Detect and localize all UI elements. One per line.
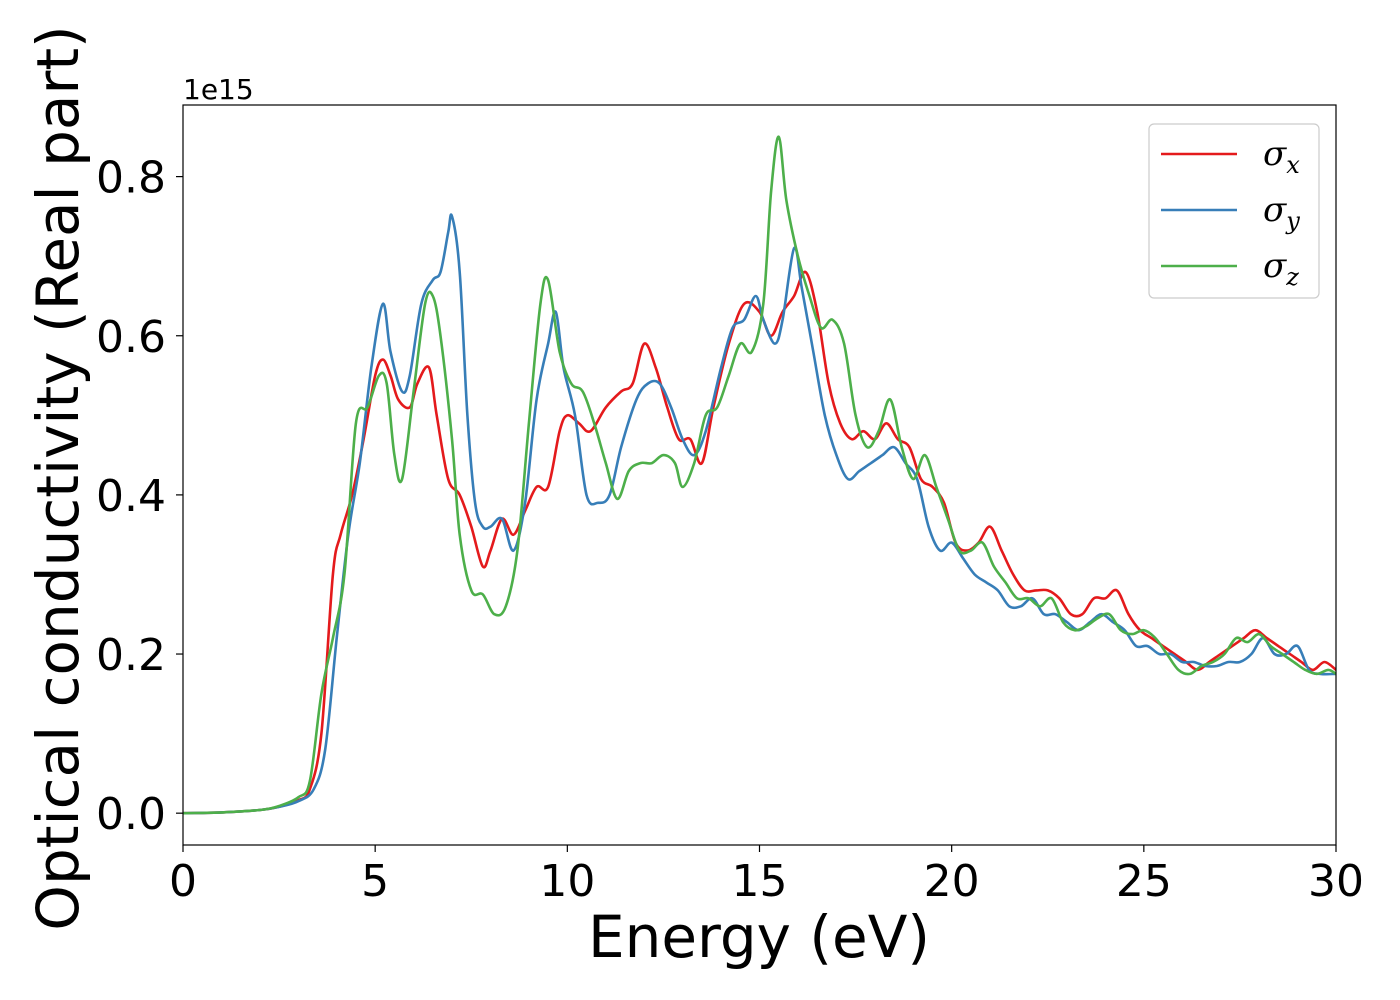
- y-tick-label: 0.6: [96, 312, 166, 363]
- y-tick-label: 0.4: [96, 471, 166, 522]
- y-tick-label: 0.8: [96, 153, 166, 204]
- series-lines: [183, 135, 1336, 815]
- x-tick-label: 10: [539, 856, 595, 907]
- series-line-z: [183, 135, 1336, 815]
- series-line-y: [183, 213, 1336, 815]
- legend: σx σy σz: [1148, 123, 1320, 299]
- legend-entry-z: σz: [1263, 246, 1299, 291]
- x-axis-label: Energy (eV): [588, 903, 930, 971]
- y-axis-label: Optical conductivity (Real part): [24, 25, 92, 930]
- y-tick-label: 0.2: [96, 630, 166, 681]
- y-offset-label: 1e15: [183, 73, 254, 106]
- x-tick-label: 20: [924, 856, 980, 907]
- legend-entry-y: σy: [1263, 190, 1300, 235]
- axis-ticks: 0 5 10 15 20 25 30 0.0 0.2 0.4 0.6 0.8: [96, 153, 1364, 907]
- x-tick-label: 30: [1308, 856, 1364, 907]
- x-tick-label: 5: [361, 856, 389, 907]
- x-tick-label: 25: [1116, 856, 1172, 907]
- y-tick-label: 0.0: [96, 789, 166, 840]
- x-tick-label: 0: [169, 856, 197, 907]
- x-tick-label: 15: [732, 856, 788, 907]
- legend-entry-x: σx: [1263, 134, 1300, 179]
